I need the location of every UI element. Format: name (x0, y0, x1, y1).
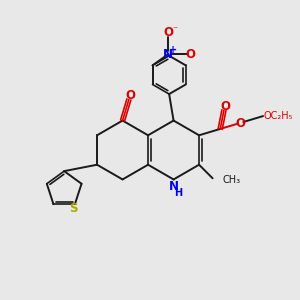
Text: OC₂H₅: OC₂H₅ (263, 111, 292, 121)
Text: N: N (163, 48, 173, 61)
Text: +: + (169, 45, 178, 55)
Text: N: N (169, 180, 178, 193)
Text: O: O (125, 89, 135, 102)
Text: O: O (186, 48, 196, 61)
Text: S: S (69, 202, 78, 215)
Text: H: H (174, 188, 182, 198)
Text: ⁻: ⁻ (172, 25, 177, 35)
Text: CH₃: CH₃ (223, 175, 241, 185)
Text: O: O (220, 100, 230, 113)
Text: O: O (163, 26, 173, 39)
Text: O: O (236, 117, 246, 130)
